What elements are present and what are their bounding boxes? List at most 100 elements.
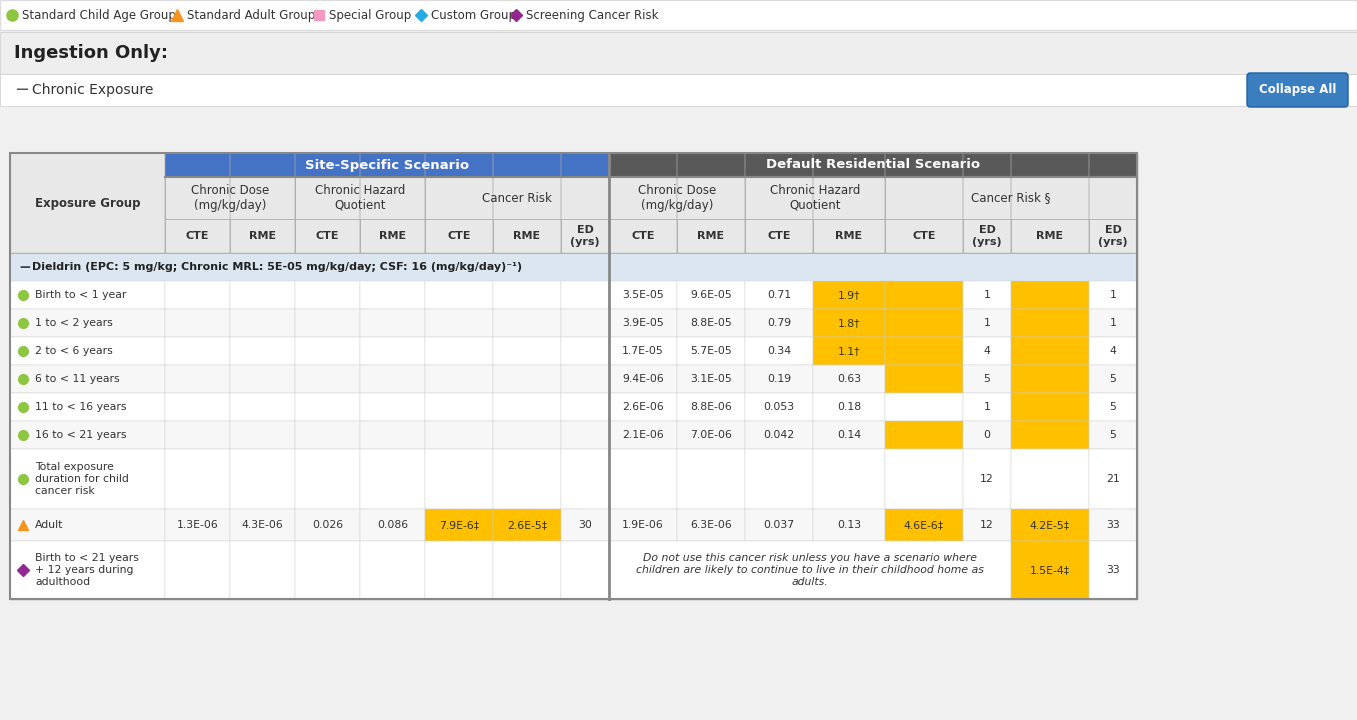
Text: Chronic Dose
(mg/kg/day): Chronic Dose (mg/kg/day) <box>638 184 716 212</box>
Bar <box>560 219 609 253</box>
Text: CTE: CTE <box>316 231 339 241</box>
Bar <box>360 365 425 393</box>
Bar <box>294 153 360 253</box>
Text: Screening Cancer Risk: Screening Cancer Risk <box>527 9 658 22</box>
Bar <box>0 74 1357 106</box>
Text: 12: 12 <box>980 520 993 530</box>
Bar <box>425 281 493 309</box>
Text: 5: 5 <box>1110 430 1117 440</box>
Bar <box>885 153 963 253</box>
Bar <box>885 421 963 449</box>
Bar <box>229 365 294 393</box>
Text: 9.6E-05: 9.6E-05 <box>691 290 731 300</box>
Bar <box>1090 281 1137 309</box>
Text: Chronic Exposure: Chronic Exposure <box>33 83 153 97</box>
Text: 11 to < 16 years: 11 to < 16 years <box>35 402 126 412</box>
Text: Chronic Hazard
Quotient: Chronic Hazard Quotient <box>769 184 860 212</box>
Text: 1: 1 <box>984 402 991 412</box>
Bar <box>885 449 963 509</box>
Bar <box>1011 393 1090 421</box>
Bar <box>1011 219 1090 253</box>
Text: 0.34: 0.34 <box>767 346 791 356</box>
Bar <box>1090 449 1137 509</box>
Bar <box>229 393 294 421</box>
Bar <box>294 449 360 509</box>
Text: 0: 0 <box>984 430 991 440</box>
Bar <box>963 421 1011 449</box>
Text: 1: 1 <box>1110 290 1117 300</box>
Bar <box>1011 309 1090 337</box>
Bar <box>229 337 294 365</box>
Bar <box>885 219 963 253</box>
Bar <box>813 449 885 509</box>
Bar <box>425 509 493 541</box>
Bar <box>609 153 1137 177</box>
Text: 1.7E-05: 1.7E-05 <box>622 346 664 356</box>
Bar <box>560 509 609 541</box>
Text: 12: 12 <box>980 474 993 484</box>
Bar <box>166 177 294 219</box>
Text: −: − <box>14 81 28 99</box>
Bar <box>166 309 229 337</box>
Bar <box>9 509 166 541</box>
Bar <box>425 219 493 253</box>
Text: 4.3E-06: 4.3E-06 <box>242 520 284 530</box>
Text: Custom Group: Custom Group <box>430 9 516 22</box>
Bar <box>9 153 166 253</box>
Text: 1: 1 <box>1110 318 1117 328</box>
Bar <box>885 337 963 365</box>
Bar <box>493 541 560 599</box>
Text: RME: RME <box>1037 231 1064 241</box>
Text: Chronic Hazard
Quotient: Chronic Hazard Quotient <box>315 184 406 212</box>
Bar <box>1090 153 1137 253</box>
Bar <box>560 393 609 421</box>
Bar <box>963 281 1011 309</box>
Bar <box>1011 153 1090 253</box>
Bar <box>1090 309 1137 337</box>
Text: 0.053: 0.053 <box>764 402 795 412</box>
Bar <box>1011 365 1090 393</box>
Bar <box>813 509 885 541</box>
Bar <box>963 219 1011 253</box>
Text: Total exposure
duration for child
cancer risk: Total exposure duration for child cancer… <box>35 462 129 495</box>
Bar <box>963 153 1011 253</box>
Bar <box>9 449 166 509</box>
Bar <box>745 219 813 253</box>
Text: Default Residential Scenario: Default Residential Scenario <box>765 158 980 171</box>
Bar <box>1011 449 1090 509</box>
Bar <box>1090 219 1137 253</box>
Text: Dieldrin (EPC: 5 mg/kg; Chronic MRL: 5E-05 mg/kg/day; CSF: 16 (mg/kg/day)⁻¹): Dieldrin (EPC: 5 mg/kg; Chronic MRL: 5E-… <box>33 262 522 272</box>
Text: Cancer Risk §: Cancer Risk § <box>972 192 1050 204</box>
Bar <box>166 219 229 253</box>
Bar <box>360 281 425 309</box>
Bar <box>963 393 1011 421</box>
Bar <box>1090 393 1137 421</box>
Bar <box>1090 337 1137 365</box>
Text: RME: RME <box>513 231 540 241</box>
Text: Ingestion Only:: Ingestion Only: <box>14 44 168 62</box>
Bar <box>425 309 493 337</box>
Bar <box>609 421 677 449</box>
Bar <box>294 393 360 421</box>
Bar <box>493 449 560 509</box>
Bar <box>294 281 360 309</box>
Text: Standard Adult Group: Standard Adult Group <box>187 9 315 22</box>
Bar <box>609 365 677 393</box>
Text: 3.5E-05: 3.5E-05 <box>622 290 664 300</box>
Bar <box>493 219 560 253</box>
Bar <box>9 153 166 253</box>
Bar <box>560 421 609 449</box>
Bar <box>229 509 294 541</box>
Bar <box>813 309 885 337</box>
Bar <box>609 449 677 509</box>
Bar <box>560 337 609 365</box>
Text: 4: 4 <box>1110 346 1117 356</box>
Bar <box>9 253 1137 281</box>
Bar <box>609 219 677 253</box>
Bar <box>229 153 294 253</box>
Bar <box>677 309 745 337</box>
Bar <box>963 309 1011 337</box>
Bar <box>229 449 294 509</box>
Bar <box>229 309 294 337</box>
Text: 0.13: 0.13 <box>837 520 862 530</box>
